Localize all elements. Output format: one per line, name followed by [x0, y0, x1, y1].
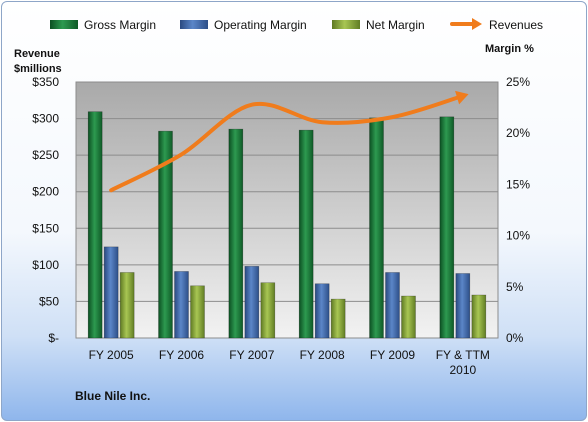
revenue-line [109, 93, 465, 193]
legend-label-operating-margin: Operating Margin [214, 18, 307, 32]
category-label: FY & TTM [436, 348, 490, 362]
left-tick-label: $50 [39, 294, 59, 308]
bar-gross-margin [228, 128, 244, 339]
category-label: FY 2007 [229, 348, 274, 362]
gridlines [76, 118, 498, 302]
bar-gross-margin [369, 117, 384, 339]
legend-label-gross-margin: Gross Margin [84, 18, 156, 32]
legend-item-net-margin: Net Margin [332, 18, 425, 32]
bar-net-margin [119, 272, 135, 339]
left-tick-label: $300 [32, 112, 59, 126]
company-label: Blue Nile Inc. [75, 389, 150, 403]
right-tick-label: 15% [506, 177, 530, 191]
bar-gross-margin [87, 111, 103, 339]
left-tick-label: $200 [32, 185, 59, 199]
left-axis-title-line2: $millions [14, 63, 62, 75]
right-axis-title: Margin % [485, 43, 534, 55]
category-label: FY 2006 [159, 348, 204, 362]
legend-swatch-net-margin [332, 20, 360, 29]
left-axis-title-line1: Revenue [14, 48, 60, 60]
right-tick-label: 20% [506, 126, 530, 140]
bar-group [87, 111, 487, 339]
bar-operating-margin [455, 273, 471, 339]
revenue-line-group [109, 90, 469, 193]
left-tick-label: $100 [32, 258, 59, 272]
bar-net-margin [190, 285, 205, 339]
legend-swatch-gross-margin [50, 20, 78, 29]
revenue-line-arrowhead [455, 90, 469, 105]
bar-operating-margin [174, 271, 189, 339]
plot-background [75, 81, 499, 339]
legend-arrowhead-revenues [472, 18, 482, 30]
bar-net-margin [471, 294, 487, 339]
legend-label-net-margin: Net Margin [366, 18, 425, 32]
left-tick-label: $- [48, 331, 59, 345]
legend: Gross Margin Operating Margin Net Margin… [50, 18, 543, 32]
legend-item-gross-margin: Gross Margin [50, 18, 156, 32]
bar-gross-margin [439, 116, 455, 339]
right-tick-label: 0% [506, 331, 524, 345]
bar-operating-margin [314, 283, 330, 339]
right-axis-ticks: 0% 5% 10% 15% 20% 25% [506, 75, 530, 345]
legend-item-operating-margin: Operating Margin [180, 18, 307, 32]
category-label: 2010 [449, 363, 476, 377]
bar-operating-margin [103, 246, 119, 339]
bar-gross-margin [298, 129, 314, 339]
bar-operating-margin [385, 272, 400, 339]
category-label: FY 2008 [300, 348, 345, 362]
bar-gross-margin [158, 130, 173, 339]
bar-net-margin [330, 298, 346, 339]
bar-operating-margin [244, 266, 260, 339]
legend-item-revenues: Revenues [450, 18, 543, 32]
bar-net-margin [401, 295, 416, 339]
right-tick-label: 10% [506, 229, 530, 243]
right-tick-label: 25% [506, 75, 530, 89]
left-tick-label: $150 [32, 221, 59, 235]
category-axis-labels: FY 2005 FY 2006 FY 2007 FY 2008 FY 2009 FY & … [89, 348, 490, 377]
right-tick-label: 5% [506, 280, 524, 294]
category-label: FY 2009 [370, 348, 415, 362]
left-tick-label: $250 [32, 148, 59, 162]
bar-net-margin [260, 282, 276, 339]
left-axis-ticks: $- $50 $100 $150 $200 $250 $300 $350 [32, 75, 59, 345]
plot-area [75, 81, 499, 339]
legend-label-revenues: Revenues [489, 18, 543, 32]
legend-swatch-operating-margin [180, 20, 208, 29]
left-tick-label: $350 [32, 75, 59, 89]
category-label: FY 2005 [89, 348, 134, 362]
